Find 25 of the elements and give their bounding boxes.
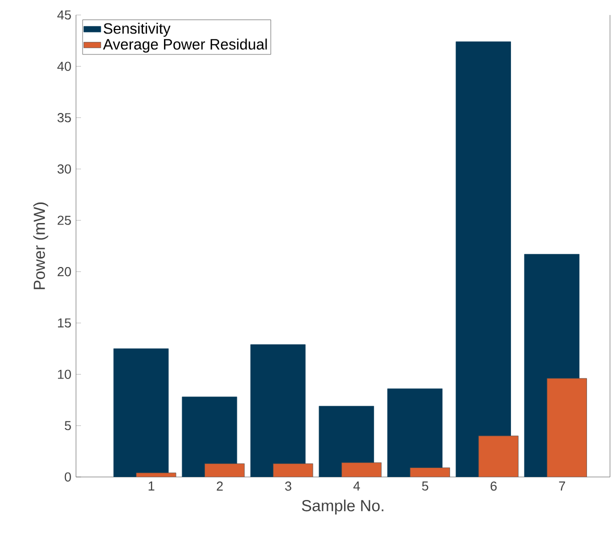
x-tick-label: 6 <box>490 482 497 491</box>
bar <box>387 388 442 477</box>
x-tick-label: 1 <box>148 482 154 490</box>
legend-label: Average Power Residual <box>103 38 267 53</box>
y-tick-label: 35 <box>58 113 71 122</box>
legend-label: Sensitivity <box>104 22 170 37</box>
y-tick-label: 40 <box>57 62 71 71</box>
bar <box>456 41 511 477</box>
y-tick-label: 15 <box>58 318 71 328</box>
y-tick-label: 30 <box>58 164 71 174</box>
bar <box>250 344 306 477</box>
x-tick-label: 7 <box>559 482 566 490</box>
x-tick-label: 2 <box>216 482 223 491</box>
x-axis-title: Sample No. <box>302 500 384 515</box>
y-axis-title: Power (mW) <box>33 202 48 290</box>
x-tick-label: 5 <box>422 482 428 491</box>
y-tick-label: 0 <box>64 472 71 482</box>
bar <box>113 348 169 477</box>
y-tick-label: 20 <box>58 267 71 276</box>
x-tick-label: 4 <box>353 482 360 490</box>
x-tick-label: 3 <box>285 482 292 491</box>
y-tick-label: 5 <box>64 421 71 430</box>
y-tick-label: 25 <box>58 216 71 225</box>
y-tick-label: 45 <box>57 10 71 20</box>
y-tick-label: 10 <box>58 370 71 379</box>
